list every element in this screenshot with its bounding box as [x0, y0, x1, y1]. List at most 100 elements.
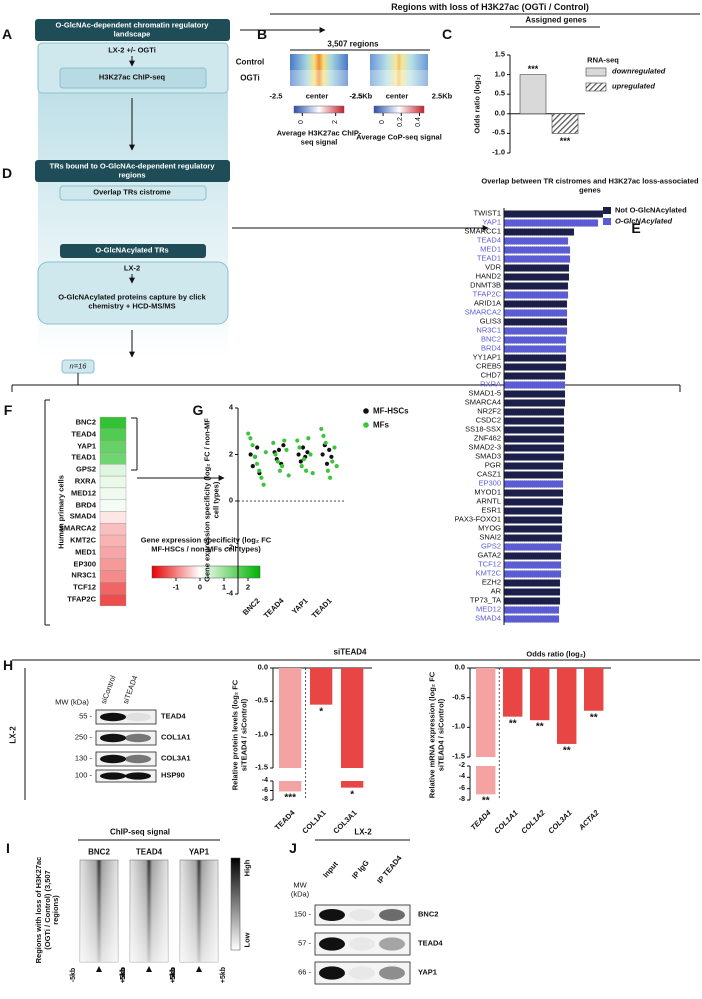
point: [282, 438, 287, 443]
bar: [503, 363, 567, 371]
heatmap-cell: [99, 475, 127, 489]
band: [125, 733, 151, 743]
category-label: HAND2: [475, 271, 501, 281]
legend-swatch: [603, 218, 611, 225]
row-label: TEAD1: [71, 453, 96, 463]
significance: **: [562, 745, 571, 757]
heatmap-cell: [99, 582, 127, 595]
y-axis-label: Human primary cells: [56, 475, 66, 549]
y-axis-label: Odds ratio (log₂): [472, 74, 482, 134]
box-text: TRs bound to O-GlcNAc-dependent regulato…: [49, 161, 215, 179]
label: O-GlcNAcylated TRs: [95, 245, 169, 255]
category-label: ESR1: [481, 505, 501, 515]
legend-label: MFs: [373, 420, 389, 430]
band: [349, 909, 375, 921]
row-label: NR3C1: [71, 571, 96, 581]
row-label: YAP1: [77, 441, 96, 451]
bar: [551, 113, 579, 134]
category-label: TP73_TA: [469, 595, 501, 605]
y-axis-label: Gene expression specificity (log₂ FC / n…: [202, 418, 220, 582]
y-tick-label: -6: [261, 786, 268, 794]
category-label: YAP1: [482, 217, 501, 227]
heatmap: [290, 54, 348, 70]
category-label: SMAD3: [475, 451, 501, 461]
column-title: TEAD4: [135, 847, 163, 857]
bar: [476, 766, 496, 795]
significance: ***: [527, 63, 539, 74]
box: [35, 19, 230, 41]
category-label: SMARCA4: [464, 397, 501, 407]
legend-label: Not O-GlcNAcylated: [615, 205, 687, 215]
y-tick-label: -6: [458, 784, 465, 792]
bar: [503, 462, 564, 470]
point: [276, 447, 282, 452]
bar: [503, 210, 604, 218]
bar: [557, 668, 577, 744]
bar: [503, 588, 561, 596]
band: [100, 733, 126, 743]
y-tick-label: 0.5: [494, 88, 505, 98]
colorbar-label: 2: [245, 582, 251, 592]
x-tick-label: -5kb: [119, 967, 127, 983]
protein-label: COL3A1: [161, 753, 191, 763]
row-label: RXRA: [74, 476, 96, 486]
colorbar-label: 0: [197, 582, 203, 592]
label: OGTi: [240, 73, 260, 83]
point: [257, 468, 262, 473]
bar: [503, 516, 563, 524]
heatmap-cell: [99, 523, 127, 536]
category-label: ARID1A: [473, 298, 501, 308]
heatmap-cell: [99, 464, 127, 477]
bar: [503, 597, 561, 605]
category-label: GPS2: [480, 541, 501, 551]
colorbar: [151, 565, 261, 579]
significance: **: [589, 711, 598, 723]
column-title: BNC2: [88, 847, 110, 857]
y-tick-label: -1.0: [492, 147, 505, 157]
point: [261, 482, 266, 487]
heatmap-cell: [99, 570, 127, 583]
colorbar-title: Average H3K27ac ChIP-seq signal: [276, 128, 362, 146]
category-label: TEAD1: [476, 253, 501, 263]
panel-letter: D: [1, 164, 13, 181]
colorbar-label: 0: [379, 120, 387, 124]
category-label: MYOD1: [474, 487, 501, 497]
point: [255, 445, 260, 450]
box: [59, 185, 207, 201]
point: [281, 443, 286, 448]
category-label: SMAD4: [475, 613, 501, 623]
panel-letter: G: [192, 401, 204, 418]
significance: **: [508, 717, 517, 729]
category-label: ARNTL: [476, 496, 501, 506]
y-axis-label: Relative mRNA expression (log₂ FC siTEAD…: [427, 671, 445, 799]
category-label: CSDC2: [475, 415, 501, 425]
mw-label: 100 -: [74, 770, 92, 780]
category-label: TEAD4: [476, 235, 501, 245]
bar: [503, 237, 569, 245]
bar: [503, 561, 562, 569]
point: [330, 459, 335, 464]
band: [379, 909, 405, 921]
y-tick-label: -4: [226, 588, 233, 598]
bar: [503, 372, 566, 380]
bar: [503, 525, 563, 533]
row-label: TCF12: [73, 582, 96, 592]
band: [125, 772, 151, 780]
category-label: MED1: [480, 244, 501, 254]
bar: [310, 668, 333, 705]
center-marker: [146, 966, 152, 972]
category-label: NR3C1: [476, 325, 501, 335]
legend-title: RNA-seq: [587, 55, 619, 65]
bar: [503, 489, 564, 497]
band: [379, 937, 405, 951]
category-label: SMAD1-5: [468, 388, 501, 398]
category-label: PGR: [484, 460, 501, 470]
bar: [503, 390, 566, 398]
y-tick-label: 1.5: [494, 49, 505, 59]
bar: [503, 615, 560, 623]
point: [273, 452, 278, 457]
category-label: TWIST1: [473, 208, 502, 218]
significance: ***: [284, 792, 296, 804]
bar: [519, 74, 547, 115]
